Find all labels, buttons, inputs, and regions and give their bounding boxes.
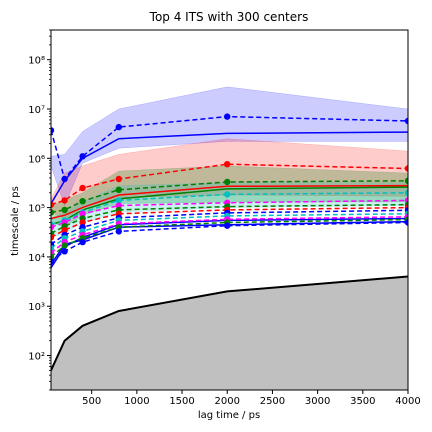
estimate-point-7-1 bbox=[51, 234, 55, 241]
estimate-point-2-5 bbox=[224, 161, 231, 168]
estimate-point-3-5 bbox=[224, 178, 231, 186]
y-axis-label: timescale / ps bbox=[10, 186, 21, 256]
estimate-point-5-1 bbox=[51, 224, 55, 231]
mean-line-1 bbox=[51, 131, 408, 205]
plot-area bbox=[50, 29, 409, 391]
estimate-point-3-4 bbox=[115, 186, 123, 193]
estimate-point-12-1 bbox=[51, 258, 55, 265]
x-tick-label: 1000 bbox=[124, 396, 149, 407]
y-tick-label: 10⁶ bbox=[28, 154, 45, 165]
y-tick-label: 10⁴ bbox=[28, 253, 45, 264]
y-tick-label: 10³ bbox=[28, 302, 45, 313]
estimate-point-3-2 bbox=[61, 206, 68, 214]
estimate-point-2-1 bbox=[51, 201, 55, 208]
its-1-band bbox=[51, 86, 408, 207]
estimate-point-7-3 bbox=[79, 219, 86, 226]
cutoff-region bbox=[51, 275, 408, 390]
estimate-point-12-3 bbox=[79, 238, 86, 246]
estimate-point-7-2 bbox=[61, 226, 68, 234]
y-tick-label: 10⁷ bbox=[28, 105, 45, 116]
x-tick-label: 2500 bbox=[260, 396, 285, 407]
x-tick-label: 1500 bbox=[169, 396, 194, 407]
series-points bbox=[51, 113, 408, 265]
estimate-point-1-5 bbox=[224, 113, 231, 120]
estimate-point-12-6 bbox=[404, 219, 408, 226]
estimate-line-1 bbox=[51, 115, 408, 181]
y-tick-label: 10² bbox=[28, 352, 45, 363]
estimate-point-3-6 bbox=[404, 177, 408, 184]
estimate-line-12 bbox=[51, 221, 408, 263]
estimate-point-1-3 bbox=[79, 153, 86, 160]
estimate-point-2-3 bbox=[79, 184, 86, 192]
estimate-point-11-1 bbox=[51, 253, 55, 261]
x-tick-label: 3000 bbox=[305, 396, 330, 407]
estimate-point-2-2 bbox=[61, 197, 68, 204]
estimate-point-3-3 bbox=[79, 198, 86, 205]
estimate-point-5-3 bbox=[79, 210, 86, 217]
estimate-point-1-4 bbox=[115, 123, 123, 131]
estimate-point-12-2 bbox=[61, 248, 68, 255]
mean-line-2 bbox=[51, 184, 408, 220]
cutoff-line bbox=[51, 275, 408, 371]
estimate-point-4-6 bbox=[404, 189, 408, 196]
estimate-point-12-5 bbox=[224, 222, 231, 229]
estimate-point-1-6 bbox=[404, 117, 408, 125]
x-tick-label: 2000 bbox=[215, 396, 240, 407]
estimate-point-9-1 bbox=[51, 245, 55, 252]
estimate-line-9 bbox=[51, 213, 408, 249]
estimate-line-11 bbox=[51, 218, 408, 258]
estimate-line-8 bbox=[51, 209, 408, 245]
estimate-point-4-4 bbox=[115, 197, 123, 204]
cutoff-fill bbox=[51, 276, 408, 390]
y-tick-label: 10⁸ bbox=[28, 56, 45, 67]
x-tick-label: 500 bbox=[82, 396, 101, 407]
y-axis-ticks: 10² 10³ 10⁴ 10⁵ 10⁶ 10⁷ 10⁸ bbox=[28, 29, 51, 391]
estimate-point-12-4 bbox=[115, 228, 123, 235]
estimate-point-1-2 bbox=[61, 175, 68, 183]
estimate-point-11-2 bbox=[61, 242, 68, 249]
estimate-point-3-1 bbox=[51, 209, 55, 216]
estimate-point-2-6 bbox=[404, 165, 408, 172]
chart-title: Top 4 ITS with 300 centers bbox=[149, 10, 309, 24]
x-axis-label: lag time / ps bbox=[198, 410, 260, 421]
x-tick-label: 3500 bbox=[350, 396, 375, 407]
estimate-point-1-1 bbox=[51, 127, 55, 134]
x-tick-label: 4000 bbox=[395, 396, 420, 407]
y-tick-label: 10⁵ bbox=[28, 204, 45, 215]
estimate-point-2-4 bbox=[115, 175, 123, 183]
estimate-point-4-5 bbox=[224, 191, 231, 198]
x-axis-ticks: 500 1000 1500 2000 2500 3000 3500 4000 bbox=[82, 390, 421, 407]
